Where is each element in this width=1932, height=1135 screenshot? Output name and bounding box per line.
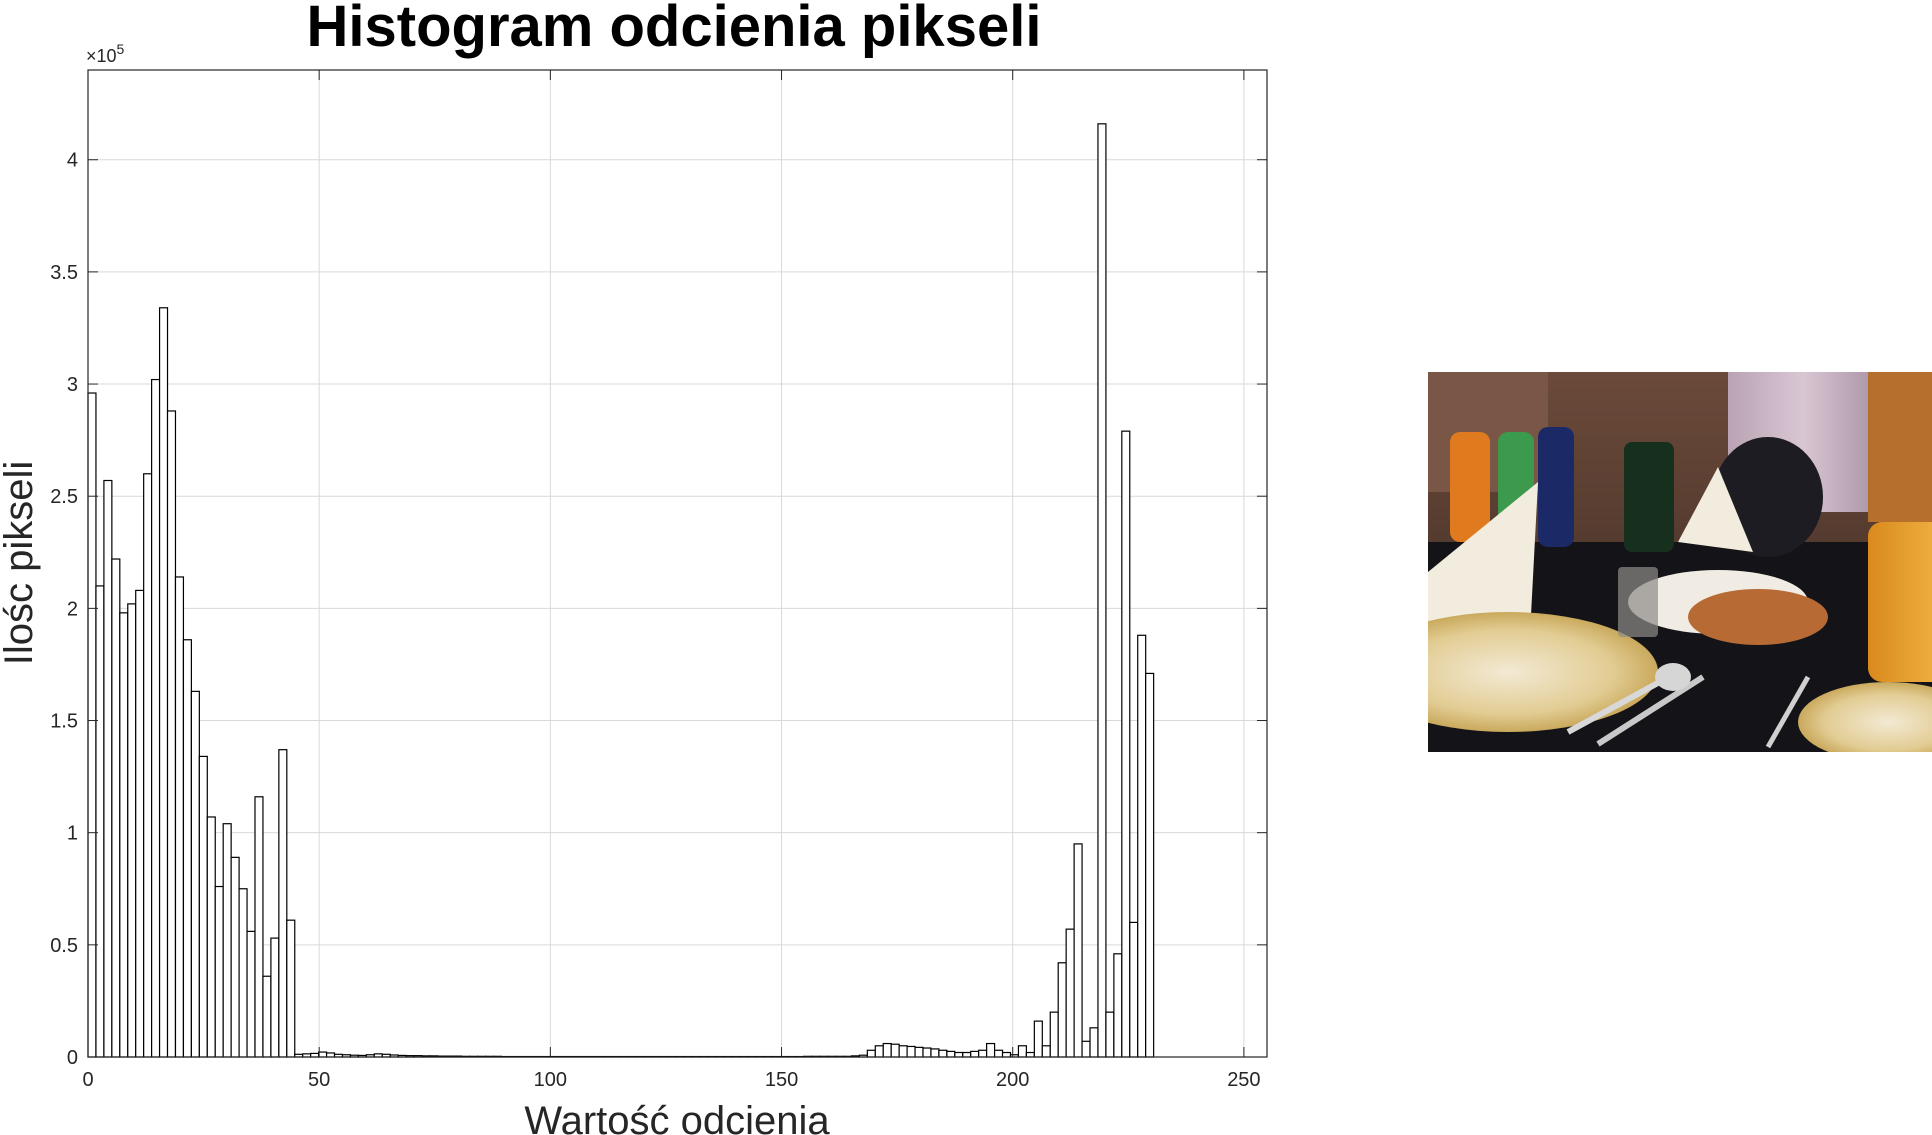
histogram-bar (906, 1045, 916, 1058)
x-tick-label: 250 (1227, 1069, 1260, 1091)
histogram-bar (890, 1043, 900, 1058)
histogram-bar (930, 1048, 940, 1058)
x-tick-label: 200 (996, 1069, 1029, 1091)
histogram-bar (254, 796, 264, 1058)
y-tick-label: 0.5 (50, 935, 78, 957)
histogram-bar (1049, 1011, 1059, 1058)
histogram-bar (262, 975, 272, 1058)
bars-layer (87, 123, 1155, 1058)
histogram-bar (214, 885, 224, 1058)
histogram-bar (127, 603, 137, 1058)
histogram-bar (182, 639, 192, 1058)
y-exponent-label: ×105 (86, 41, 125, 66)
y-tick-label: 3.5 (50, 262, 78, 284)
histogram-bar (230, 856, 240, 1058)
y-tick-label: 3 (67, 374, 78, 396)
histogram-bar (914, 1046, 924, 1058)
histogram-bar (318, 1051, 328, 1058)
histogram-bar (143, 473, 153, 1058)
histogram-bar (1089, 1027, 1099, 1058)
histogram-bar (938, 1049, 948, 1058)
histogram-bar (158, 307, 169, 1058)
histogram-bar (270, 937, 280, 1058)
histogram-bar (1121, 430, 1131, 1058)
x-tick-label: 50 (308, 1069, 330, 1091)
x-tick-label: 150 (765, 1069, 798, 1091)
histogram-bar (166, 410, 177, 1058)
histogram-bar (111, 558, 121, 1058)
histogram-bar (222, 823, 232, 1058)
histogram-bar (135, 589, 145, 1058)
x-tick-label: 0 (82, 1069, 93, 1091)
histogram-bar (1105, 1011, 1115, 1058)
histogram-bar (978, 1049, 988, 1058)
histogram-bar (325, 1052, 336, 1058)
histogram-bar (1145, 672, 1155, 1058)
histogram-bar (151, 378, 161, 1058)
histogram-bar (1001, 1051, 1012, 1058)
histogram-bar (87, 392, 97, 1058)
y-exponent-base: ×10 (86, 46, 117, 66)
histogram-bar (1137, 634, 1147, 1058)
histogram-bar (993, 1049, 1004, 1058)
histogram-bar (1017, 1045, 1027, 1058)
histogram-bar (119, 612, 129, 1058)
histogram-bar (95, 585, 105, 1058)
y-tick-label: 2 (67, 598, 78, 620)
histogram-bar (206, 816, 216, 1058)
histogram-bar (1057, 962, 1067, 1058)
histogram-bar (278, 749, 288, 1058)
histogram-bar (246, 930, 256, 1058)
histogram-bar (198, 755, 208, 1058)
grid-layer (87, 70, 1267, 1058)
histogram-bar (986, 1042, 996, 1058)
histogram-bar (1041, 1045, 1051, 1058)
y-tick-label: 1 (67, 823, 78, 845)
histogram-bar (286, 919, 296, 1058)
histogram-bar (970, 1050, 980, 1058)
dinner-table-photo (1428, 372, 1932, 752)
histogram-bar (898, 1045, 908, 1058)
histogram-bar (1097, 123, 1107, 1058)
histogram-bar (1129, 921, 1139, 1058)
ticks-layer: 0 50 100 150 200 250 0 0.5 1 1.5 2 2.5 3 3.5 4 (50, 70, 1267, 1091)
x-axis-label: Wartość odcienia (524, 1099, 830, 1135)
histogram-bar (922, 1047, 932, 1058)
histogram-bar (866, 1049, 876, 1058)
histogram-bar (238, 888, 248, 1058)
histogram-bar (954, 1051, 964, 1058)
y-tick-label: 4 (67, 150, 78, 172)
histogram-bar (1113, 953, 1123, 1058)
histogram-bar (882, 1042, 892, 1058)
histogram-bar (1033, 1020, 1043, 1058)
histogram-bar (1073, 843, 1083, 1058)
histogram-bar (962, 1051, 972, 1058)
histogram-bar (946, 1050, 956, 1058)
y-exponent-power: 5 (117, 41, 125, 57)
histogram-bar (174, 576, 185, 1058)
histogram-bar (1081, 1040, 1091, 1058)
histogram-bar (103, 479, 113, 1058)
chart-title: Histogram odcienia pikseli (307, 0, 1042, 59)
y-tick-label: 1.5 (50, 711, 78, 733)
plot-frame (87, 69, 1268, 1058)
y-axis-label: Ilośc pikseli (0, 461, 41, 666)
x-tick-label: 100 (534, 1069, 567, 1091)
y-tick-label: 2.5 (50, 486, 78, 508)
histogram-bar (1065, 928, 1075, 1058)
histogram-bar (1025, 1051, 1035, 1058)
histogram-bar (190, 690, 200, 1058)
histogram-bar (874, 1045, 884, 1058)
y-tick-label: 0 (67, 1047, 78, 1069)
